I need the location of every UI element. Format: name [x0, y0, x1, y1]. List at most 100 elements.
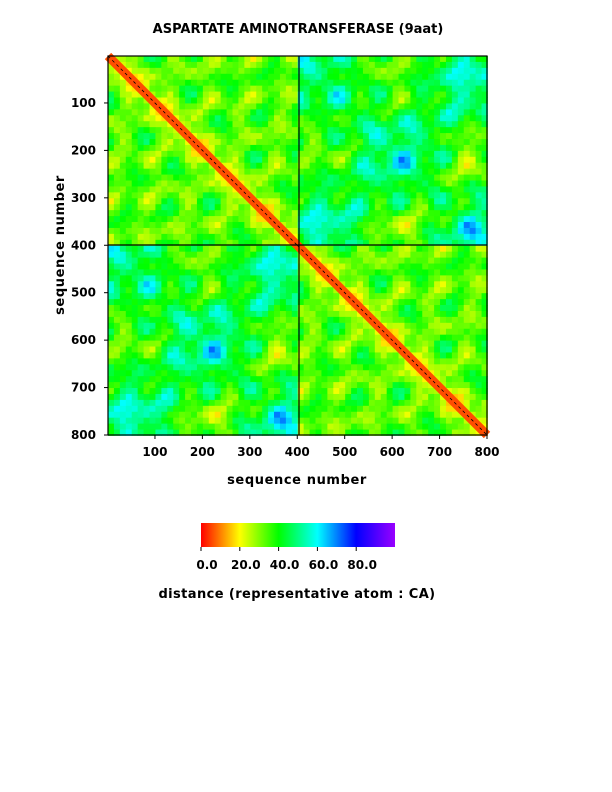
heatmap-cell — [428, 245, 435, 253]
heatmap-cell — [404, 67, 411, 75]
heatmap-cell — [309, 115, 316, 122]
heatmap-cell — [309, 417, 316, 425]
heatmap-cell — [422, 299, 429, 306]
heatmap-cell — [161, 251, 168, 258]
x-tick-label: 700 — [427, 445, 452, 459]
heatmap-cell — [143, 168, 150, 175]
heatmap-cell — [315, 216, 322, 223]
heatmap-cell — [220, 423, 227, 430]
heatmap-cell — [362, 192, 370, 199]
x-tick-label: 300 — [237, 445, 262, 459]
heatmap-cell — [113, 204, 121, 211]
heatmap-cell — [309, 310, 316, 318]
heatmap-cell — [351, 352, 358, 359]
heatmap-cell — [131, 168, 139, 175]
heatmap-cell — [108, 227, 115, 235]
heatmap-cell — [226, 376, 233, 383]
heatmap-cell — [398, 364, 405, 371]
heatmap-cell — [220, 245, 227, 253]
heatmap-cell — [214, 204, 222, 211]
heatmap-cell — [113, 222, 121, 229]
heatmap-cell — [315, 227, 322, 235]
heatmap-cell — [155, 67, 162, 75]
heatmap-cell — [351, 346, 358, 353]
heatmap-cell — [191, 239, 198, 247]
heatmap-cell — [226, 109, 233, 116]
heatmap-cell — [161, 352, 168, 359]
x-tick-label: 800 — [474, 445, 499, 459]
heatmap-cell — [185, 340, 192, 347]
heatmap-cell — [416, 174, 423, 181]
heatmap-cell — [404, 382, 411, 389]
heatmap-cell — [321, 411, 328, 419]
heatmap-cell — [220, 417, 227, 425]
heatmap-cell — [274, 423, 281, 430]
heatmap-cell — [368, 61, 376, 69]
heatmap-cell — [202, 429, 210, 436]
heatmap-cell — [279, 56, 287, 63]
heatmap-cell — [274, 364, 281, 371]
heatmap-cell — [386, 180, 394, 187]
heatmap-cell — [131, 222, 139, 229]
heatmap-cell — [416, 251, 423, 258]
heatmap-cell — [274, 139, 281, 146]
heatmap-cell — [119, 127, 127, 134]
heatmap-cell — [321, 405, 328, 413]
heatmap-cell — [119, 305, 127, 312]
heatmap-cell — [113, 358, 121, 365]
heatmap-cell — [161, 133, 168, 140]
heatmap-cell — [185, 222, 192, 229]
heatmap-cell — [285, 139, 293, 146]
heatmap-cell — [244, 251, 251, 258]
heatmap-cell — [137, 269, 144, 276]
heatmap-cell — [161, 346, 168, 353]
heatmap-cell — [238, 91, 245, 98]
heatmap-cell — [357, 328, 364, 336]
heatmap-cell — [374, 310, 382, 318]
heatmap-cell — [268, 91, 275, 98]
heatmap-cell — [161, 180, 168, 187]
heatmap-cell — [161, 245, 168, 253]
heatmap-cell — [410, 174, 417, 181]
heatmap-cell — [250, 281, 257, 288]
heatmap-cell — [149, 310, 156, 318]
heatmap-cell — [392, 417, 399, 425]
heatmap-cell — [191, 275, 198, 282]
heatmap-cell — [351, 133, 358, 140]
heatmap-cell — [445, 121, 453, 128]
heatmap-cell — [333, 382, 340, 389]
heatmap-cell — [345, 198, 352, 205]
heatmap-cell — [410, 227, 417, 235]
heatmap-cell — [131, 109, 139, 116]
heatmap-cell — [309, 73, 316, 81]
heatmap-cell — [297, 73, 305, 81]
colorbar-label: distance (representative atom : CA) — [158, 587, 435, 602]
heatmap-cell — [125, 109, 133, 116]
heatmap-cell — [374, 174, 382, 181]
heatmap-cell — [274, 61, 281, 69]
heatmap-cell — [333, 370, 340, 377]
heatmap-cell — [345, 388, 352, 395]
heatmap-cell — [196, 399, 204, 407]
heatmap-cell — [244, 245, 251, 253]
heatmap-cell — [214, 174, 222, 181]
heatmap-cell — [351, 162, 358, 170]
heatmap-cell — [309, 127, 316, 134]
heatmap-cell — [131, 144, 139, 152]
heatmap-cell — [167, 346, 174, 353]
heatmap-cell — [285, 174, 293, 181]
heatmap-cell — [469, 429, 477, 436]
heatmap-cell — [279, 91, 287, 98]
heatmap-cell — [327, 67, 334, 75]
heatmap-cell — [131, 405, 139, 413]
heatmap-cell — [475, 133, 482, 140]
heatmap-cell — [469, 340, 477, 347]
heatmap-cell — [463, 423, 471, 430]
heatmap-cell — [451, 310, 459, 318]
heatmap-cell — [463, 251, 471, 258]
heatmap-cell — [380, 257, 388, 264]
heatmap-cell — [244, 358, 251, 365]
heatmap-cell — [131, 204, 139, 211]
heatmap-cell — [428, 150, 435, 158]
heatmap-cell — [185, 293, 192, 300]
